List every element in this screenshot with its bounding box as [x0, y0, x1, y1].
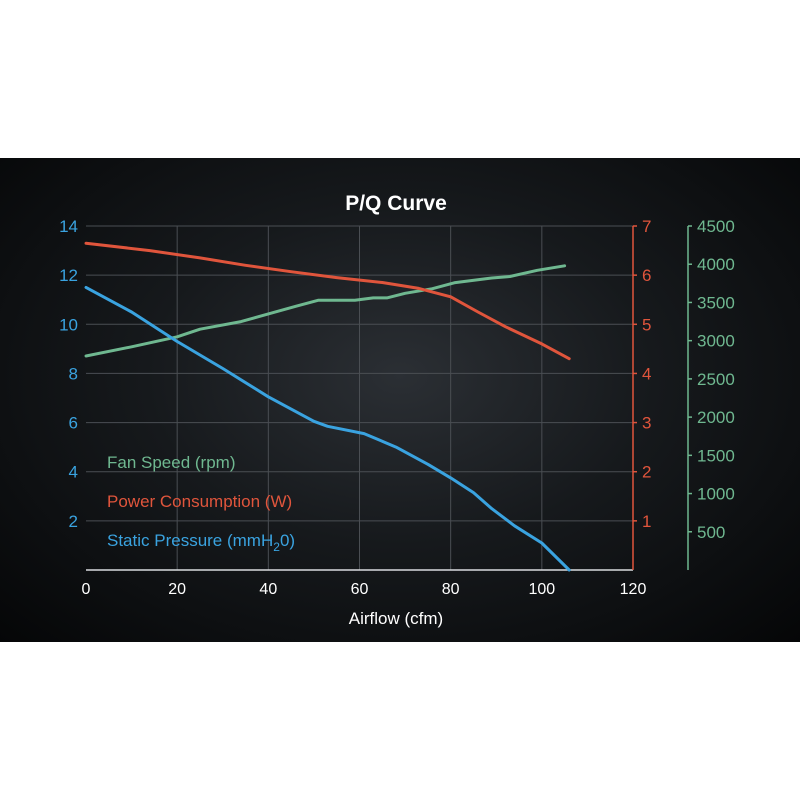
right2-tick-label: 1000	[697, 485, 735, 504]
right2-tick-label: 2500	[697, 370, 735, 389]
left-tick-label: 6	[69, 414, 78, 433]
right2-tick-label: 4000	[697, 255, 735, 274]
right1-tick-label: 3	[642, 414, 651, 433]
left-tick-label: 14	[59, 217, 78, 236]
static-pressure-line	[84, 285, 571, 572]
pq-curve-chart: P/Q Curve 0 20 40 60 80 100 120246810121412345…	[59, 192, 735, 628]
left-tick-label: 8	[69, 364, 78, 383]
right2-tick-label: 2000	[697, 408, 735, 427]
chart-panel: P/Q Curve 0 20 40 60 80 100 120 2 4 6 8 10 12 14 1 2 3 4 5…	[0, 158, 800, 642]
x-tick-label: 60	[351, 581, 369, 598]
fan-speed-line	[84, 264, 567, 358]
right1-tick-label: 1	[642, 512, 651, 531]
x-tick-label: 40	[259, 581, 277, 598]
chart-title: P/Q Curve	[345, 192, 447, 215]
left-tick-label: 10	[59, 315, 78, 334]
right1-tick-label: 5	[642, 315, 651, 334]
legend-fan-speed: Fan Speed (rpm)	[107, 453, 236, 472]
power-consumption-line	[84, 241, 571, 361]
right1-tick-label: 6	[642, 266, 651, 285]
right2-tick-label: 3500	[697, 293, 735, 312]
x-tick-label: 100	[528, 581, 555, 598]
left-tick-label: 2	[69, 512, 78, 531]
right2-tick-label: 4500	[697, 217, 735, 236]
x-tick-label: 0	[82, 581, 91, 598]
right2-tick-label: 1500	[697, 446, 735, 465]
right2-tick-label: 500	[697, 523, 725, 542]
right1-tick-label: 2	[642, 463, 651, 482]
legend-static-pressure: Static Pressure (mmH20)	[107, 531, 295, 554]
right1-tick-label: 4	[642, 364, 651, 383]
x-axis-label: Airflow (cfm)	[349, 609, 443, 628]
left-tick-label: 4	[69, 463, 78, 482]
x-tick-label: 20	[168, 581, 186, 598]
right1-tick-label: 7	[642, 217, 651, 236]
x-tick-label: 80	[442, 581, 460, 598]
x-tick-label: 120	[620, 581, 647, 598]
legend-power-consumption: Power Consumption (W)	[107, 492, 292, 511]
right2-tick-label: 3000	[697, 332, 735, 351]
left-tick-label: 12	[59, 266, 78, 285]
